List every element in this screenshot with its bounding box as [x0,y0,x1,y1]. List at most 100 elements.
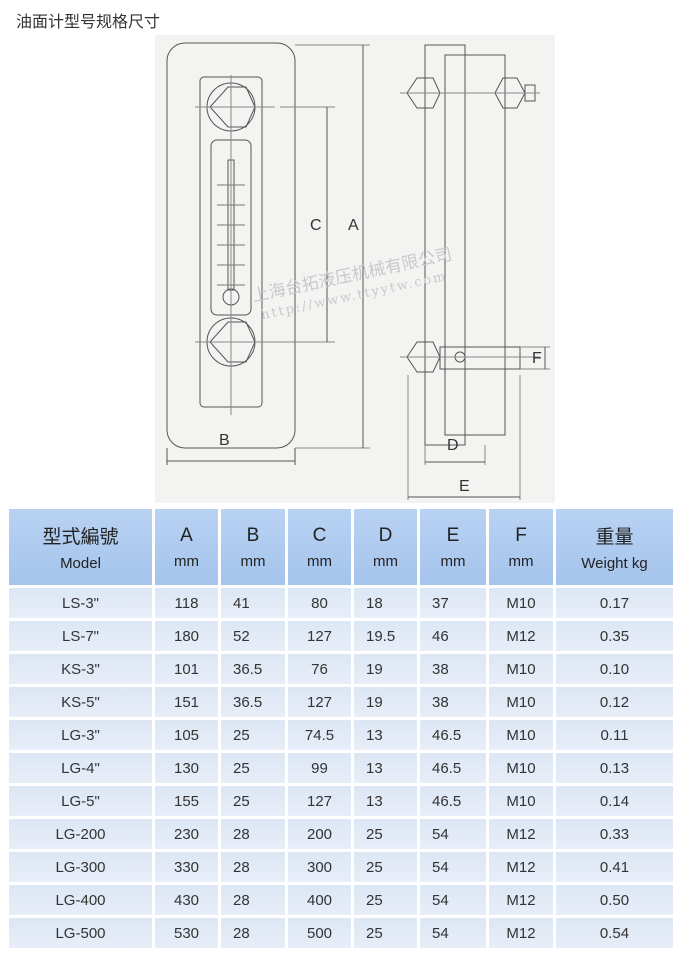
page-title: 油面计型号规格尺寸 [16,12,161,31]
value-cell: 99 [288,753,351,783]
value-cell: 13 [354,753,417,783]
model-cell: LG-3" [9,720,152,750]
table-row: LG-500 530 28 500 25 54 M12 0.54 [9,918,673,948]
value-cell: 25 [354,819,417,849]
value-cell: 38 [420,654,486,684]
value-cell: 13 [354,786,417,816]
table-row: LS-3" 118 41 80 18 37 M10 0.17 [9,588,673,618]
column-title: 型式編號 [42,527,119,548]
table-row: LG-200 230 28 200 25 54 M12 0.33 [9,819,673,849]
value-cell: 54 [420,819,486,849]
value-cell: 0.14 [556,786,673,816]
value-cell: M12 [489,885,553,915]
value-cell: 46.5 [420,720,486,750]
model-cell: LG-400 [9,885,152,915]
value-cell: 0.12 [556,687,673,717]
value-cell: 19 [354,654,417,684]
column-title: D [378,524,393,546]
value-cell: 46 [420,621,486,651]
value-cell: 180 [155,621,218,651]
column-unit: Weight kg [581,555,648,572]
model-cell: LG-5" [9,786,152,816]
value-cell: M10 [489,753,553,783]
value-cell: 25 [354,852,417,882]
table-row: LG-300 330 28 300 25 54 M12 0.41 [9,852,673,882]
column-header: 重量 Weight kg [556,509,673,585]
value-cell: 300 [288,852,351,882]
value-cell: 80 [288,588,351,618]
value-cell: 19.5 [354,621,417,651]
value-cell: 0.41 [556,852,673,882]
value-cell: M10 [489,687,553,717]
value-cell: 25 [221,753,285,783]
value-cell: 0.35 [556,621,673,651]
value-cell: 36.5 [221,654,285,684]
value-cell: 200 [288,819,351,849]
value-cell: 76 [288,654,351,684]
dimension-drawing: C A B D E F 上海台拓液压机械有限公司 http://www.ttyy… [155,35,555,503]
column-title: F [515,524,527,546]
value-cell: 28 [221,918,285,948]
value-cell: 127 [288,786,351,816]
value-cell: 155 [155,786,218,816]
value-cell: 25 [354,885,417,915]
value-cell: 36.5 [221,687,285,717]
column-title: 重量 [595,527,634,548]
table-row: LS-7" 180 52 127 19.5 46 M12 0.35 [9,621,673,651]
model-cell: KS-3" [9,654,152,684]
value-cell: M12 [489,819,553,849]
column-unit: mm [373,552,398,570]
dimension-label-a: A [348,217,359,234]
side-view [400,44,550,500]
value-cell: 18 [354,588,417,618]
value-cell: M10 [489,588,553,618]
value-cell: M12 [489,852,553,882]
model-cell: LG-300 [9,852,152,882]
value-cell: 38 [420,687,486,717]
value-cell: 127 [288,687,351,717]
value-cell: 28 [221,885,285,915]
dimension-label-d: D [447,437,459,454]
value-cell: 74.5 [288,720,351,750]
dimension-label-e: E [459,478,470,495]
value-cell: 41 [221,588,285,618]
value-cell: 101 [155,654,218,684]
value-cell: 430 [155,885,218,915]
value-cell: 500 [288,918,351,948]
value-cell: 46.5 [420,753,486,783]
column-title: B [246,524,260,546]
value-cell: 0.10 [556,654,673,684]
value-cell: 54 [420,852,486,882]
model-cell: KS-5" [9,687,152,717]
dimension-label-b: B [219,432,230,449]
value-cell: 230 [155,819,218,849]
column-unit: mm [307,552,332,570]
value-cell: 25 [221,786,285,816]
model-cell: LG-500 [9,918,152,948]
value-cell: 0.54 [556,918,673,948]
value-cell: M10 [489,654,553,684]
column-title: A [180,524,193,546]
dimension-label-c: C [310,217,322,234]
value-cell: 530 [155,918,218,948]
table-row: LG-5" 155 25 127 13 46.5 M10 0.14 [9,786,673,816]
table-row: LG-400 430 28 400 25 54 M12 0.50 [9,885,673,915]
table-row: KS-3" 101 36.5 76 19 38 M10 0.10 [9,654,673,684]
column-unit: mm [440,552,466,570]
value-cell: 25 [354,918,417,948]
value-cell: M12 [489,621,553,651]
column-unit: mm [174,552,199,570]
value-cell: 151 [155,687,218,717]
value-cell: M10 [489,720,553,750]
table-row: LG-4" 130 25 99 13 46.5 M10 0.13 [9,753,673,783]
value-cell: M10 [489,786,553,816]
model-cell: LG-200 [9,819,152,849]
